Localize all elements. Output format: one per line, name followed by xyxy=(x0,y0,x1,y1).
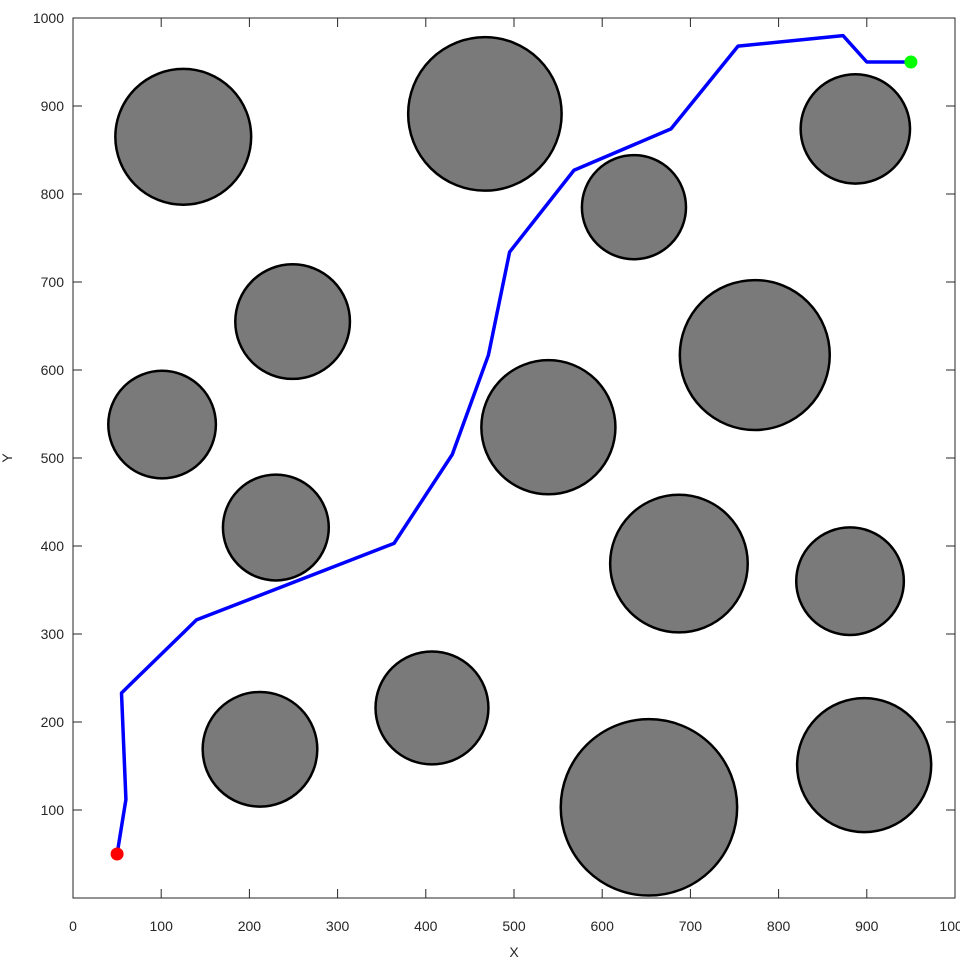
x-tick-label: 600 xyxy=(591,918,615,934)
obstacle-circle xyxy=(678,278,832,432)
y-tick-label: 700 xyxy=(41,274,65,290)
obstacle-circle xyxy=(406,35,563,192)
obstacle-circle xyxy=(795,696,933,834)
x-tick-label: 700 xyxy=(679,918,703,934)
y-tick-label: 400 xyxy=(41,538,65,554)
obstacle-circle xyxy=(480,358,617,496)
obstacle-circle xyxy=(201,690,319,808)
obstacle-circle xyxy=(559,717,739,897)
x-tick-label: 300 xyxy=(326,918,350,934)
obstacle-circle xyxy=(234,263,352,381)
obstacles xyxy=(107,35,933,897)
obstacle-circle xyxy=(221,473,331,582)
x-axis-label: X xyxy=(509,944,519,960)
obstacle-circle xyxy=(799,72,912,185)
path-line xyxy=(115,33,911,855)
y-tick-label: 200 xyxy=(41,714,65,730)
obstacle-circle xyxy=(107,369,218,480)
x-tick-label: 800 xyxy=(767,918,791,934)
x-tick-label: 900 xyxy=(855,918,879,934)
y-tick-label: 500 xyxy=(41,450,65,466)
path-layer xyxy=(110,33,918,861)
obstacle-circle xyxy=(374,650,490,766)
goal-point xyxy=(904,55,918,69)
start-point xyxy=(110,847,124,861)
y-tick-label: 1000 xyxy=(33,10,64,26)
x-tick-label: 100 xyxy=(150,918,174,934)
y-tick-label: 900 xyxy=(41,98,65,114)
x-tick-label: 400 xyxy=(414,918,438,934)
x-tick-label: 0 xyxy=(69,918,77,934)
y-axis-label: Y xyxy=(0,453,15,463)
obstacle-circle xyxy=(114,67,253,206)
obstacle-circle xyxy=(608,493,749,634)
obstacle-circle xyxy=(794,526,906,637)
x-tick-label: 1000 xyxy=(939,918,960,934)
x-tick-label: 200 xyxy=(238,918,262,934)
y-tick-label: 300 xyxy=(41,626,65,642)
x-tick-label: 500 xyxy=(502,918,526,934)
axes: 0 100 200 300 400 500 600 700 800 900 1000 100 200 30… xyxy=(33,10,960,934)
y-tick-label: 100 xyxy=(41,802,65,818)
obstacle-circle xyxy=(580,153,688,261)
y-tick-label: 800 xyxy=(41,186,65,202)
y-tick-label: 600 xyxy=(41,362,65,378)
